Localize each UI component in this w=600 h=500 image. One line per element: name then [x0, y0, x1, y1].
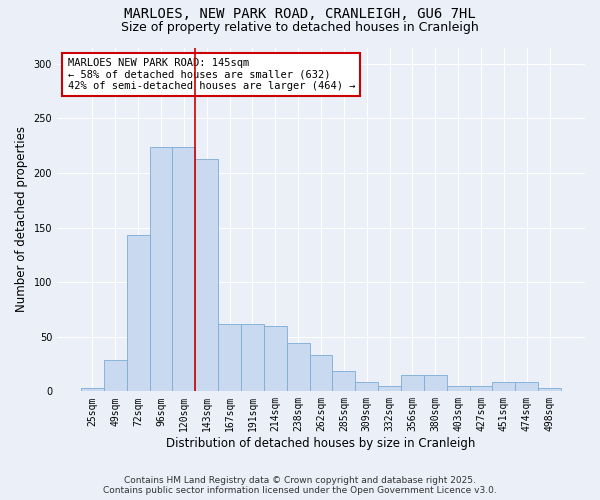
Bar: [401, 375, 424, 392]
Bar: [310, 356, 332, 392]
Text: MARLOES, NEW PARK ROAD, CRANLEIGH, GU6 7HL: MARLOES, NEW PARK ROAD, CRANLEIGH, GU6 7…: [124, 8, 476, 22]
Text: Contains HM Land Registry data © Crown copyright and database right 2025.: Contains HM Land Registry data © Crown c…: [124, 476, 476, 485]
Bar: [515, 382, 538, 392]
Bar: [172, 147, 196, 392]
Bar: [81, 388, 104, 392]
Bar: [196, 159, 218, 392]
Bar: [424, 375, 447, 392]
Bar: [378, 386, 401, 392]
Bar: [470, 386, 493, 392]
Bar: [355, 382, 378, 392]
Bar: [127, 235, 149, 392]
Bar: [241, 324, 264, 392]
Bar: [264, 326, 287, 392]
Bar: [538, 388, 561, 392]
Bar: [447, 386, 470, 392]
Text: Contains public sector information licensed under the Open Government Licence v3: Contains public sector information licen…: [103, 486, 497, 495]
Bar: [332, 370, 355, 392]
Bar: [287, 344, 310, 392]
Bar: [493, 382, 515, 392]
X-axis label: Distribution of detached houses by size in Cranleigh: Distribution of detached houses by size …: [166, 437, 476, 450]
Text: MARLOES NEW PARK ROAD: 145sqm
← 58% of detached houses are smaller (632)
42% of : MARLOES NEW PARK ROAD: 145sqm ← 58% of d…: [68, 58, 355, 91]
Y-axis label: Number of detached properties: Number of detached properties: [15, 126, 28, 312]
Bar: [104, 360, 127, 392]
Bar: [218, 324, 241, 392]
Text: Size of property relative to detached houses in Cranleigh: Size of property relative to detached ho…: [121, 21, 479, 34]
Bar: [149, 147, 172, 392]
